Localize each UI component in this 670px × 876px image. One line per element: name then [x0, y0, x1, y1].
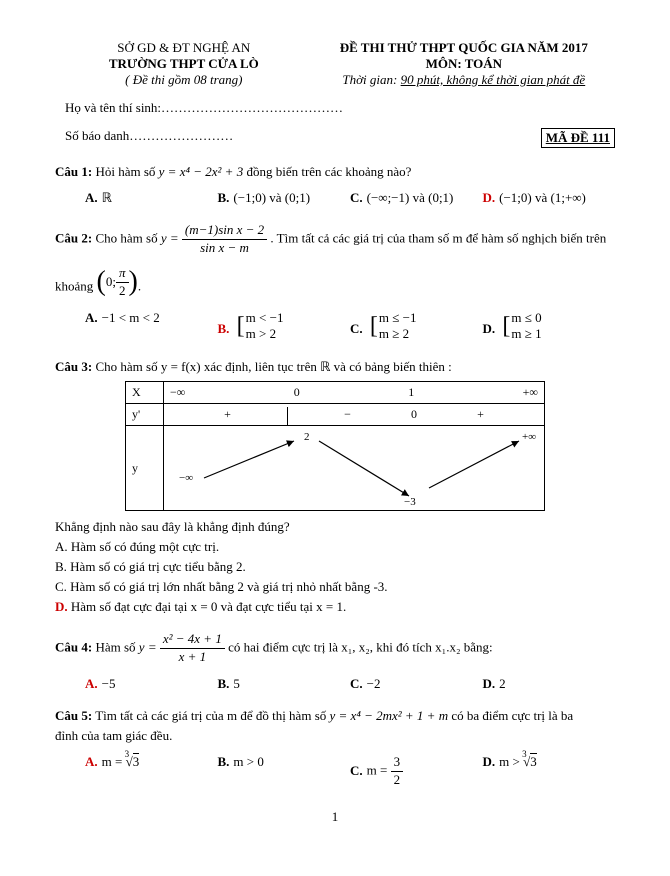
q2-text-mid: . Tìm tất cả các giá trị của tham số m đ… — [270, 230, 606, 245]
q1-formula: y = x⁴ − 2x² + 3 — [159, 164, 244, 179]
q4-choices: A.−5 B.5 C.−2 D.2 — [85, 676, 615, 692]
q3-opt-d: D. Hàm số đạt cực đại tại x = 0 và đạt c… — [55, 599, 615, 615]
exam-code: MÃ ĐỀ 111 — [541, 128, 615, 148]
q2-choice-d: D. [m ≤ 0m ≥ 1 — [483, 310, 616, 344]
table-row-y: y −∞ 2 −3 +∞ — [126, 426, 545, 511]
question-4: Câu 4: Hàm số y = x² − 4x + 1 x + 1 có h… — [55, 631, 615, 692]
question-3: Câu 3: Cho hàm số y = f(x) xác định, liê… — [55, 359, 615, 615]
q5-text-after: có ba điểm cực trị là ba — [451, 708, 573, 723]
q1-choice-a: A.ℝ — [85, 190, 218, 206]
time-underline: 90 phút, không kể thời gian phát đề — [401, 72, 586, 87]
q5-choice-d: D.m > 3√3 — [483, 754, 616, 789]
time-line: Thời gian: 90 phút, không kể thời gian p… — [313, 72, 615, 88]
q1-choice-d: D.(−1;0) và (1;+∞) — [483, 190, 616, 206]
dept-line: SỞ GD & ĐT NGHỆ AN — [55, 40, 313, 56]
q3-options: A. Hàm số có đúng một cực trị. B. Hàm số… — [55, 539, 615, 615]
q5-choice-a: A.m = 3√∛33 — [85, 754, 218, 789]
header-left: SỞ GD & ĐT NGHỆ AN TRƯỜNG THPT CỬA LÒ ( … — [55, 40, 313, 88]
q4-text-before: Hàm số — [95, 640, 138, 655]
svg-text:+∞: +∞ — [522, 431, 536, 443]
q3-opt-b: B. Hàm số có giá trị cực tiểu bằng 2. — [55, 559, 615, 575]
q5-choices: A.m = 3√∛33 B.m > 0 C.m = 32 D.m > 3√3 — [85, 754, 615, 789]
q2-choice-b: B. [m < −1m > 2 — [218, 310, 351, 344]
candidate-name: Họ và tên thí sinh:…………………………………… — [65, 100, 615, 116]
q3-opt-a: A. Hàm số có đúng một cực trị. — [55, 539, 615, 555]
page-number: 1 — [55, 809, 615, 825]
q1-choice-b: B.(−1;0) và (0;1) — [218, 190, 351, 206]
svg-text:−∞: −∞ — [179, 472, 193, 484]
variation-svg: −∞ 2 −3 +∞ — [164, 426, 544, 506]
svg-text:2: 2 — [304, 431, 310, 443]
table-row-x: X −∞ 0 1 +∞ — [126, 382, 545, 404]
q4-choice-d: D.2 — [483, 676, 616, 692]
q3-text: Cho hàm số y = f(x) xác định, liên tục t… — [95, 359, 451, 374]
q3-opt-c: C. Hàm số có giá trị lớn nhất bằng 2 và … — [55, 579, 615, 595]
q1-text-after: đồng biến trên các khoảng nào? — [246, 164, 411, 179]
q4-choice-c: C.−2 — [350, 676, 483, 692]
q1-label: Câu 1: — [55, 164, 92, 179]
q1-text-before: Hỏi hàm số — [95, 164, 158, 179]
q5-label: Câu 5: — [55, 708, 92, 723]
q2-label: Câu 2: — [55, 230, 92, 245]
q1-choice-c: C.(−∞;−1) và (0;1) — [350, 190, 483, 206]
school-line: TRƯỜNG THPT CỬA LÒ — [55, 56, 313, 72]
q5-line2: đỉnh của tam giác đều. — [55, 728, 615, 744]
subject-line: MÔN: TOÁN — [313, 56, 615, 72]
time-prefix: Thời gian: — [342, 72, 397, 87]
svg-text:−3: −3 — [404, 496, 416, 506]
q4-choice-a: A.−5 — [85, 676, 218, 692]
q5-choice-b: B.m > 0 — [218, 754, 351, 789]
table-row-yprime: y' + − 0 + — [126, 404, 545, 426]
candidate-id: Số báo danh…………………… — [65, 128, 233, 148]
id-row: Số báo danh…………………… MÃ ĐỀ 111 — [65, 128, 615, 148]
q5-formula: y = x⁴ − 2mx² + 1 + m — [330, 708, 449, 723]
q2-choice-a: A.−1 < m < 2 — [85, 310, 218, 344]
q2-line2: khoảng (0; π2 ) . — [55, 265, 615, 300]
q2-fraction: (m−1)sin x − 2 sin x − m — [182, 222, 267, 257]
q2-interval: (0; π2 ) — [97, 265, 138, 300]
header-right: ĐỀ THI THỬ THPT QUỐC GIA NĂM 2017 MÔN: T… — [313, 40, 615, 88]
exam-title: ĐỀ THI THỬ THPT QUỐC GIA NĂM 2017 — [313, 40, 615, 56]
q3-label: Câu 3: — [55, 359, 92, 374]
question-1: Câu 1: Hỏi hàm số y = x⁴ − 2x² + 3 đồng … — [55, 164, 615, 206]
q4-fraction: x² − 4x + 1 x + 1 — [160, 631, 225, 666]
q4-choice-b: B.5 — [218, 676, 351, 692]
q5-text-before: Tìm tất cả các giá trị của m để đồ thị h… — [95, 708, 329, 723]
header: SỞ GD & ĐT NGHỆ AN TRƯỜNG THPT CỬA LÒ ( … — [55, 40, 615, 88]
q2-choice-c: C. [m ≤ −1m ≥ 2 — [350, 310, 483, 344]
q5-choice-c: C.m = 32 — [350, 754, 483, 789]
variation-table: X −∞ 0 1 +∞ y' + − 0 + — [125, 381, 545, 511]
q4-text-after: có hai điểm cực trị là x₁, x₂, khi đó tí… — [228, 640, 493, 655]
q4-label: Câu 4: — [55, 640, 92, 655]
q2-text-before: Cho hàm số — [95, 230, 160, 245]
q1-choices: A.ℝ B.(−1;0) và (0;1) C.(−∞;−1) và (0;1)… — [85, 190, 615, 206]
q2-choices: A.−1 < m < 2 B. [m < −1m > 2 C. [m ≤ −1m… — [85, 310, 615, 344]
question-2: Câu 2: Cho hàm số y = (m−1)sin x − 2 sin… — [55, 222, 615, 343]
q3-prompt: Khẳng định nào sau đây là khẳng định đún… — [55, 519, 615, 535]
question-5: Câu 5: Tìm tất cả các giá trị của m để đ… — [55, 708, 615, 789]
pages-line: ( Đề thi gồm 08 trang) — [55, 72, 313, 88]
